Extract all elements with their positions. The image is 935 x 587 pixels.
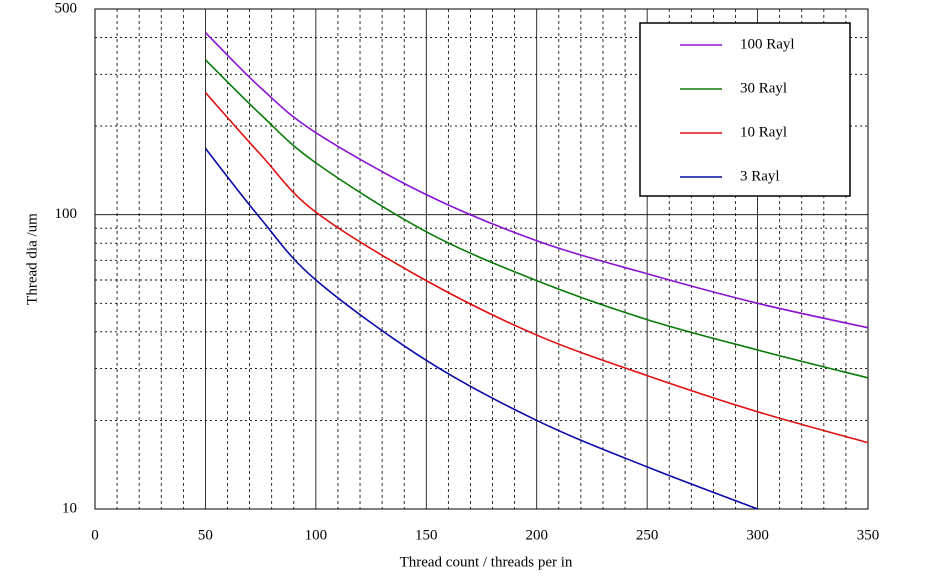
plot-frame bbox=[94, 8, 869, 510]
x-tick-label: 150 bbox=[415, 527, 438, 543]
legend-label: 100 Rayl bbox=[740, 36, 795, 52]
x-tick-label: 50 bbox=[198, 527, 213, 543]
x-tick-label: 0 bbox=[91, 527, 99, 543]
x-tick-label: 300 bbox=[746, 527, 769, 543]
legend-box bbox=[639, 22, 851, 197]
x-axis-label: Thread count / threads per in bbox=[400, 554, 573, 570]
series-line bbox=[204, 92, 869, 444]
y-tick-label: 100 bbox=[55, 206, 78, 222]
x-tick-label: 200 bbox=[525, 527, 548, 543]
series-line bbox=[204, 59, 869, 379]
y-tick-label: 10 bbox=[62, 500, 77, 516]
x-tick-label: 350 bbox=[857, 527, 880, 543]
legend-label: 3 Rayl bbox=[740, 168, 780, 184]
series-line bbox=[204, 31, 869, 329]
x-tick-label: 100 bbox=[305, 527, 328, 543]
legend-label: 10 Rayl bbox=[740, 124, 787, 140]
y-axis-label: Thread dia /um bbox=[24, 213, 40, 305]
x-tick-label: 250 bbox=[636, 527, 659, 543]
series-line bbox=[204, 147, 758, 510]
y-tick-label: 500 bbox=[55, 0, 78, 16]
legend-label: 30 Rayl bbox=[740, 80, 787, 96]
